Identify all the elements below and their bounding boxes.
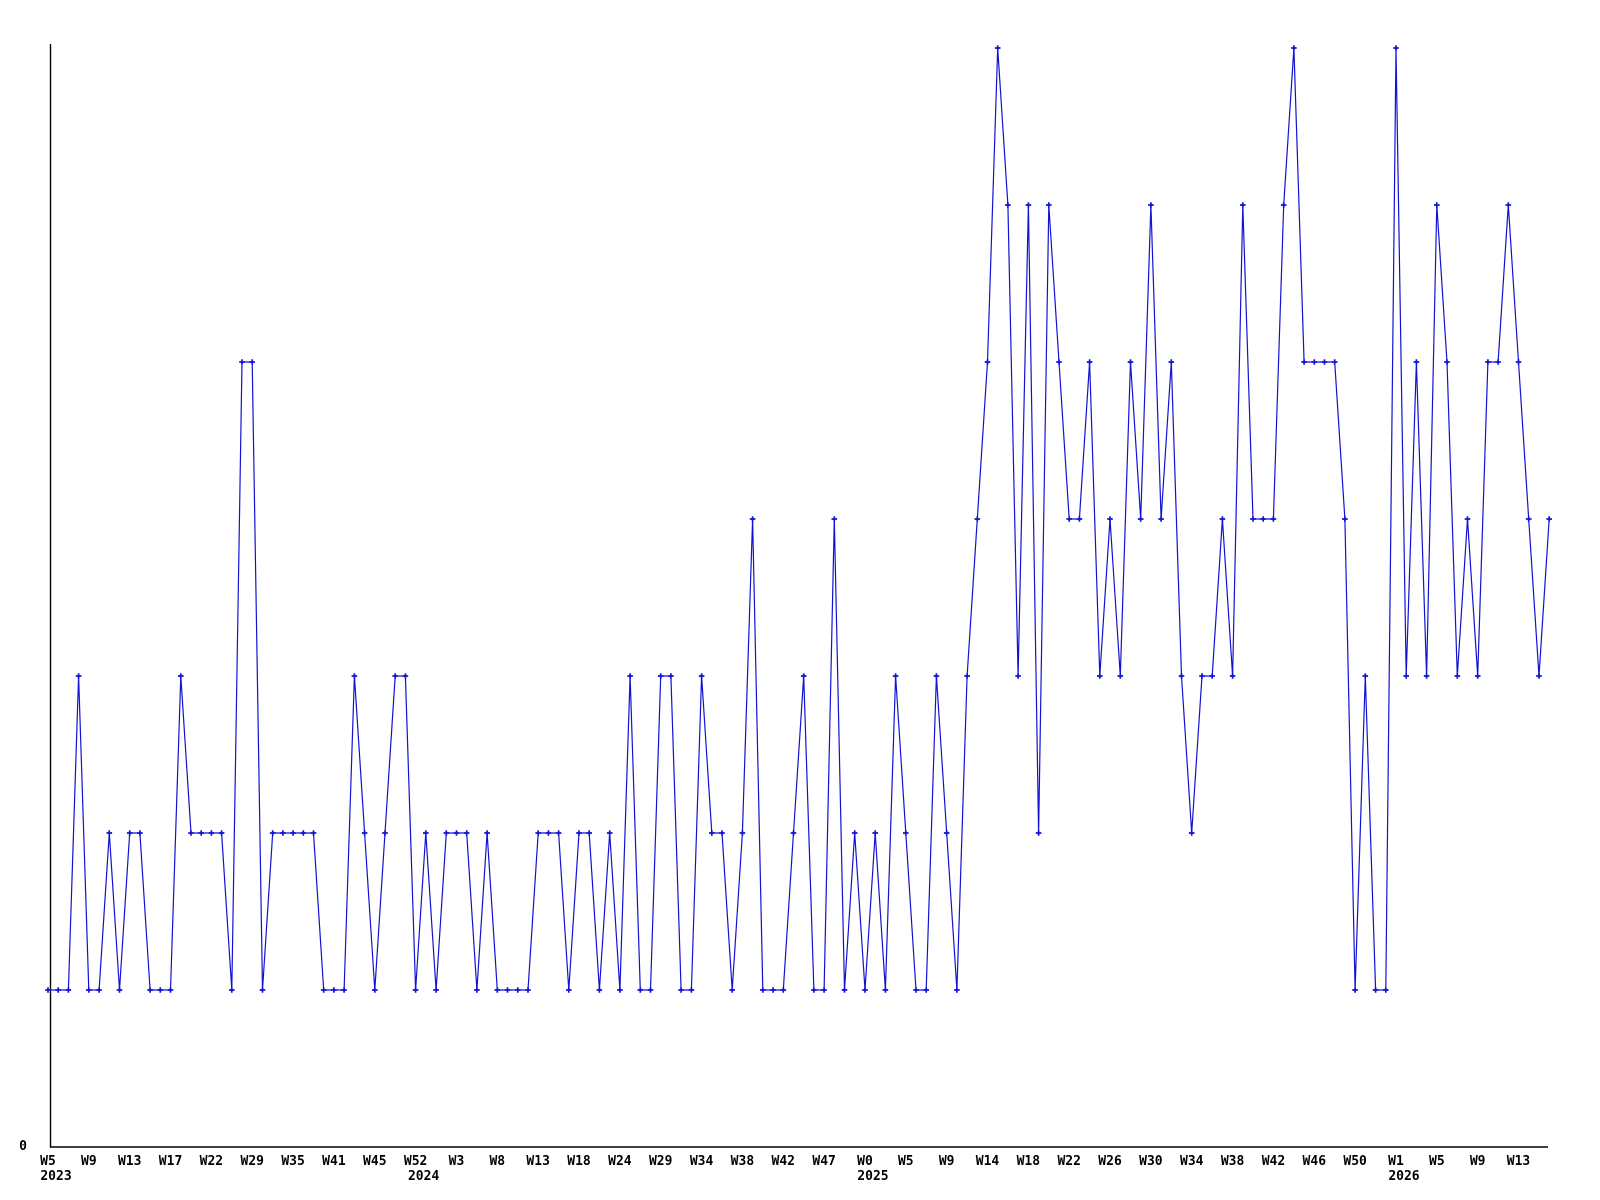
x-tick-label: W5 [897,1154,914,1169]
data-series-line [48,47,1550,991]
x-tick-label: W47 [812,1154,836,1169]
x-year-label: 2025 [857,1169,889,1184]
x-tick-label: W29 [648,1154,673,1169]
x-tick-label: W5 [40,1154,56,1169]
axis-spines [49,44,1548,1148]
x-tick-label: W8 [489,1154,506,1169]
x-tick-label: W13 [526,1154,550,1169]
x-tick-label: W42 [771,1154,795,1169]
x-tick-label: W50 [1343,1154,1367,1169]
x-tick-label: W9 [938,1154,955,1169]
x-tick-label: W18 [1016,1154,1041,1169]
x-tick-label: W9 [1469,1154,1486,1169]
x-tick-label: W52 [403,1154,428,1169]
y-axis-zero-label: 0 [19,1139,27,1154]
x-tick-label: W34 [1179,1154,1204,1169]
x-tick-label: W22 [1057,1154,1081,1169]
x-tick-label: W46 [1302,1154,1327,1169]
x-year-label: 2023 [40,1169,72,1184]
x-tick-label: W34 [689,1154,714,1169]
x-tick-label: W9 [81,1154,97,1169]
x-tick-label: W42 [1261,1154,1286,1169]
x-tick-label: W13 [117,1154,142,1169]
x-tick-label: W22 [199,1154,224,1169]
x-tick-label: W29 [240,1154,264,1169]
x-tick-label: W26 [1098,1154,1122,1169]
x-tick-label: W38 [1220,1154,1245,1169]
x-tick-label: W0 [857,1154,873,1169]
x-tick-label: W41 [322,1154,346,1169]
x-tick-label: W14 [975,1154,1000,1169]
x-year-label: 2026 [1388,1169,1420,1184]
x-tick-label: W38 [730,1154,755,1169]
x-tick-label: W1 [1388,1154,1404,1169]
x-tick-label: W24 [608,1154,632,1169]
x-tick-label: W17 [158,1154,183,1169]
x-tick-label: W5 [1429,1154,1445,1169]
x-tick-label: W35 [281,1154,305,1169]
x-tick-label: W3 [448,1154,465,1169]
x-tick-label: W30 [1139,1154,1163,1169]
x-tick-label: W13 [1506,1154,1531,1169]
x-tick-label: W18 [567,1154,591,1169]
x-year-label: 2024 [407,1169,440,1184]
x-tick-label: W45 [363,1154,387,1169]
data-point-markers [45,45,1552,993]
